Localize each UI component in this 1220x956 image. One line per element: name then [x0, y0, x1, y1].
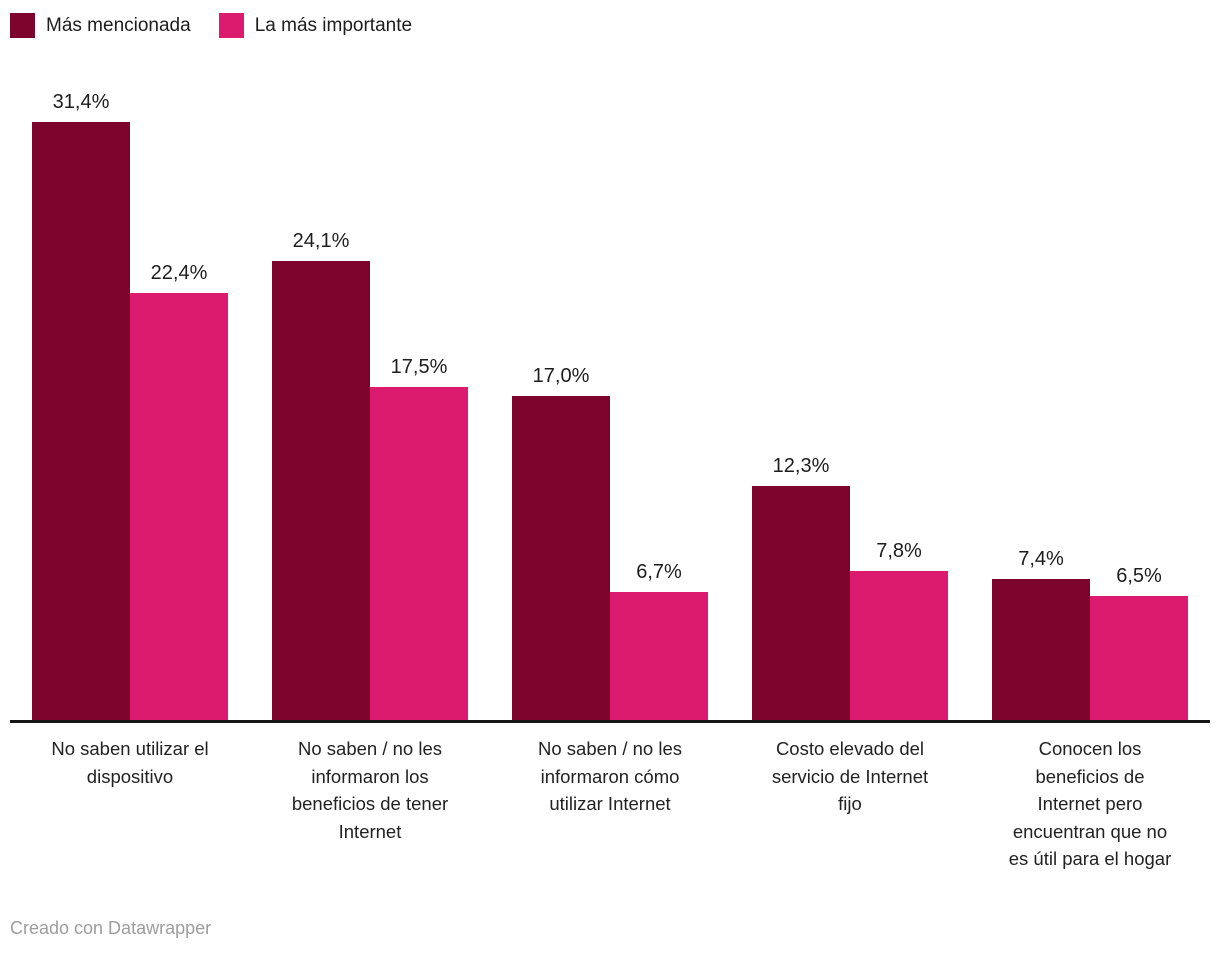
legend-swatch-la-mas-importante: [218, 13, 244, 38]
bar-value-label: 24,1%: [292, 229, 350, 252]
bar-value-label: 17,0%: [532, 365, 590, 388]
bar-series-1-group-4: 6,5%: [1090, 565, 1188, 720]
bar-series-0-group-0: 31,4%: [32, 91, 130, 720]
bar-value-label: 17,5%: [390, 355, 448, 378]
category-label-line: No saben / no les: [298, 738, 442, 759]
category-label-line: Internet pero: [1037, 793, 1143, 814]
category-label-line: beneficios de: [1035, 765, 1145, 787]
category-label-line: beneficios de tener: [291, 793, 449, 814]
category-label-line: Costo elevado del: [775, 738, 925, 759]
bar-value-label: 6,7%: [636, 561, 682, 584]
bar-value-label: 31,4%: [52, 90, 110, 113]
category-label-line: Conocen los: [1038, 738, 1142, 759]
category-label-line: Internet: [338, 820, 402, 842]
category-label-line: informaron cómo: [540, 765, 680, 787]
bar-series-1-group-2: 6,7%: [610, 561, 708, 720]
bar-series-1-group-3: 7,8%: [850, 540, 948, 720]
bar-series-0-group-3: 12,3%: [752, 455, 850, 720]
legend-item-la-mas-importante: La más importante: [218, 13, 413, 38]
category-label: No saben utilizar el dispositivo: [10, 735, 250, 790]
category-label-line: utilizar Internet: [549, 793, 671, 814]
legend-label-la-mas-importante: La más importante: [254, 14, 413, 36]
category-label-line: servicio de Internet: [771, 765, 929, 787]
bar-value-label: 7,8%: [876, 540, 922, 563]
x-axis-line: [10, 720, 1210, 723]
bar-series-0-group-1: 24,1%: [272, 230, 370, 720]
bar-value-label: 7,4%: [1018, 548, 1064, 571]
category-label-line: No saben utilizar el: [51, 738, 209, 759]
category-label-line: encuentran que no: [1012, 820, 1168, 842]
category-label-line: es útil para el hogar: [1008, 848, 1172, 869]
bar-value-label: 22,4%: [150, 262, 208, 285]
legend: Más mencionada La más importante: [10, 13, 412, 38]
category-label: No saben / no les informaron los beneficio…: [250, 735, 490, 845]
category-label-line: fijo: [838, 793, 862, 814]
bar-series-0-group-2: 17,0%: [512, 365, 610, 720]
legend-item-mas-mencionada: Más mencionada: [10, 13, 191, 38]
category-label: Conocen los beneficios de Internet pero enc…: [970, 735, 1210, 873]
category-label-line: No saben / no les: [538, 738, 682, 759]
bar-series-1-group-0: 22,4%: [130, 262, 228, 720]
datawrapper-credit: Creado con Datawrapper: [10, 918, 212, 938]
category-label: Costo elevado del servicio de Internet fij…: [730, 735, 970, 818]
category-label: No saben / no les informaron cómo utilizar…: [490, 735, 730, 818]
bar-value-label: 12,3%: [772, 454, 830, 477]
category-label-line: dispositivo: [86, 765, 174, 787]
bar-series-1-group-1: 17,5%: [370, 356, 468, 720]
legend-label-mas-mencionada: Más mencionada: [46, 14, 191, 36]
legend-swatch-mas-mencionada: [10, 13, 35, 38]
bar-series-0-group-4: 7,4%: [992, 548, 1090, 720]
category-label-line: informaron los: [311, 765, 429, 787]
bar-value-label: 6,5%: [1116, 565, 1162, 588]
